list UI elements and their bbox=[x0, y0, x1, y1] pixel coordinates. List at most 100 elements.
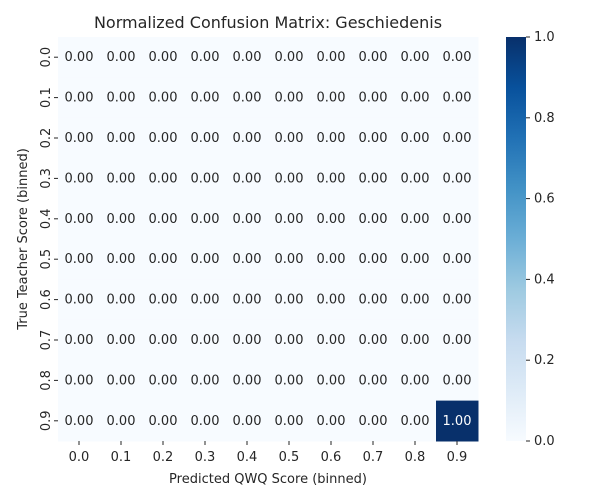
heatmap-cell bbox=[436, 360, 479, 402]
x-tick-label: 0.9 bbox=[447, 450, 468, 465]
cell-value-label: 0.00 bbox=[233, 293, 262, 308]
heatmap-cell bbox=[352, 239, 395, 280]
heatmap-cell bbox=[268, 77, 311, 119]
cell-value-label: 0.00 bbox=[191, 50, 220, 65]
heatmap-cell bbox=[352, 400, 395, 442]
y-tick-label: 0.7 bbox=[39, 330, 54, 351]
cell-value-label: 0.00 bbox=[191, 171, 220, 186]
cell-value-label: 0.00 bbox=[149, 171, 178, 186]
cell-value-label: 0.00 bbox=[275, 373, 304, 388]
cell-value-label: 0.00 bbox=[107, 131, 136, 146]
heatmap-cell bbox=[310, 37, 353, 78]
cell-value-label: 0.00 bbox=[317, 414, 346, 429]
cell-value-label: 0.00 bbox=[233, 414, 262, 429]
heatmap-cell bbox=[394, 239, 437, 280]
cell-value-label: 0.00 bbox=[359, 131, 388, 146]
x-tick-label: 0.0 bbox=[69, 450, 90, 465]
heatmap-cell bbox=[352, 158, 395, 200]
cell-value-label: 0.00 bbox=[359, 333, 388, 348]
heatmap-cell bbox=[394, 37, 437, 78]
heatmap-cell bbox=[142, 400, 185, 442]
cell-value-label: 0.00 bbox=[401, 212, 430, 227]
y-axis-label: True Teacher Score (binned) bbox=[16, 148, 31, 331]
cell-value-label: 0.00 bbox=[65, 252, 94, 267]
x-tick-label: 0.7 bbox=[363, 450, 384, 465]
y-axis-ticks: 0.0 0.1 0.2 0.3 0.4 0.5 0.6 0.7 0.8 0.9 bbox=[39, 47, 58, 431]
cell-value-label: 0.00 bbox=[359, 252, 388, 267]
heatmap-cell bbox=[310, 279, 353, 321]
cell-value-label: 0.00 bbox=[317, 373, 346, 388]
heatmap-cell bbox=[310, 400, 353, 442]
heatmap-cell bbox=[184, 279, 227, 321]
cell-value-label: 0.00 bbox=[65, 50, 94, 65]
cell-value-label: 0.00 bbox=[443, 212, 472, 227]
heatmap-cell bbox=[58, 279, 101, 321]
heatmap-cell bbox=[268, 319, 311, 361]
y-tick-label: 0.5 bbox=[39, 249, 54, 270]
colorbar-tick-label: 0.2 bbox=[534, 353, 555, 368]
cell-value-label: 0.00 bbox=[275, 212, 304, 227]
heatmap-cell-labels: 0.00 0.00 0.00 0.00 0.00 0.00 0.00 0.00 0.00 0.00… bbox=[65, 50, 472, 429]
heatmap-cell bbox=[226, 117, 269, 159]
cell-value-label: 0.00 bbox=[317, 91, 346, 106]
heatmap-cell bbox=[226, 198, 269, 240]
cell-value-label: 0.00 bbox=[191, 414, 220, 429]
x-tick-label: 0.1 bbox=[111, 450, 132, 465]
heatmap-cell bbox=[100, 319, 143, 361]
y-tick-label: 0.1 bbox=[39, 87, 54, 108]
heatmap-cell bbox=[142, 239, 185, 280]
cell-value-label: 0.00 bbox=[65, 373, 94, 388]
colorbar-tick-label: 1.0 bbox=[534, 30, 555, 45]
heatmap-cell bbox=[226, 279, 269, 321]
cell-value-label: 0.00 bbox=[233, 252, 262, 267]
cell-value-label: 0.00 bbox=[107, 333, 136, 348]
cell-value-label: 0.00 bbox=[275, 50, 304, 65]
heatmap-cell bbox=[142, 198, 185, 240]
cell-value-label: 0.00 bbox=[401, 252, 430, 267]
y-tick-label: 0.0 bbox=[39, 47, 54, 68]
heatmap-cell bbox=[310, 158, 353, 200]
colorbar bbox=[506, 37, 526, 441]
colorbar-tick-label: 0.6 bbox=[534, 192, 555, 207]
cell-value-label: 0.00 bbox=[317, 252, 346, 267]
heatmap-cell bbox=[394, 77, 437, 119]
heatmap-cell bbox=[268, 117, 311, 159]
cell-value-label: 0.00 bbox=[401, 91, 430, 106]
heatmap-cell bbox=[58, 360, 101, 402]
cell-value-label: 0.00 bbox=[191, 252, 220, 267]
cell-value-label: 0.00 bbox=[401, 293, 430, 308]
heatmap-cell bbox=[436, 400, 479, 442]
y-tick-label: 0.6 bbox=[39, 289, 54, 310]
heatmap-cell bbox=[100, 198, 143, 240]
cell-value-label: 0.00 bbox=[191, 333, 220, 348]
cell-value-label: 0.00 bbox=[275, 91, 304, 106]
cell-value-label: 0.00 bbox=[107, 373, 136, 388]
cell-value-label: 0.00 bbox=[107, 91, 136, 106]
heatmap-cell bbox=[142, 360, 185, 402]
heatmap-cell bbox=[394, 198, 437, 240]
cell-value-label: 0.00 bbox=[65, 131, 94, 146]
heatmap-cell bbox=[226, 77, 269, 119]
colorbar-tick-label: 0.4 bbox=[534, 272, 555, 287]
heatmap-cell bbox=[184, 360, 227, 402]
cell-value-label: 0.00 bbox=[443, 171, 472, 186]
cell-value-label: 0.00 bbox=[317, 171, 346, 186]
heatmap-cell bbox=[310, 319, 353, 361]
heatmap-cell bbox=[58, 400, 101, 442]
x-tick-label: 0.5 bbox=[279, 450, 300, 465]
heatmap-cell bbox=[394, 319, 437, 361]
heatmap-cell bbox=[352, 117, 395, 159]
cell-value-label: 0.00 bbox=[317, 333, 346, 348]
cell-value-label: 0.00 bbox=[443, 333, 472, 348]
cell-value-label: 0.00 bbox=[359, 91, 388, 106]
y-tick-label: 0.9 bbox=[39, 410, 54, 431]
heatmap-cell bbox=[352, 360, 395, 402]
heatmap-cell bbox=[58, 319, 101, 361]
cell-value-label: 1.00 bbox=[443, 414, 472, 429]
heatmap-cell bbox=[184, 400, 227, 442]
cell-value-label: 0.00 bbox=[233, 131, 262, 146]
x-tick-label: 0.4 bbox=[237, 450, 258, 465]
cell-value-label: 0.00 bbox=[443, 252, 472, 267]
cell-value-label: 0.00 bbox=[191, 293, 220, 308]
